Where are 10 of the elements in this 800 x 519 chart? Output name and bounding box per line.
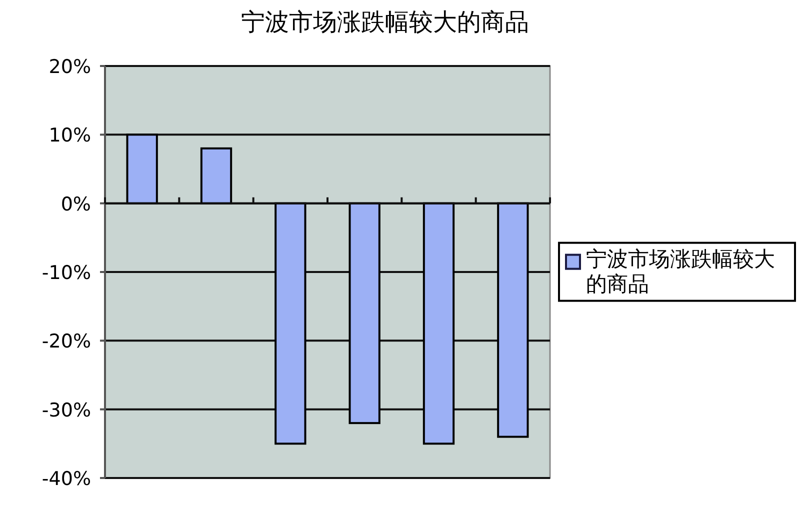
y-tick-label: -10% [42,262,91,284]
y-tick-label: 10% [48,124,91,147]
legend-label: 宁波市场涨跌幅较大的商品 [586,246,776,298]
legend: 宁波市场涨跌幅较大的商品 [558,242,796,302]
y-tick-label: 0% [60,193,91,216]
y-tick-label: -40% [42,468,91,490]
y-tick-label: -20% [42,330,91,353]
y-tick-label: 20% [48,56,91,78]
y-tick-label: -30% [42,399,91,422]
title: 宁波市场涨跌幅较大的商品 [241,8,529,36]
